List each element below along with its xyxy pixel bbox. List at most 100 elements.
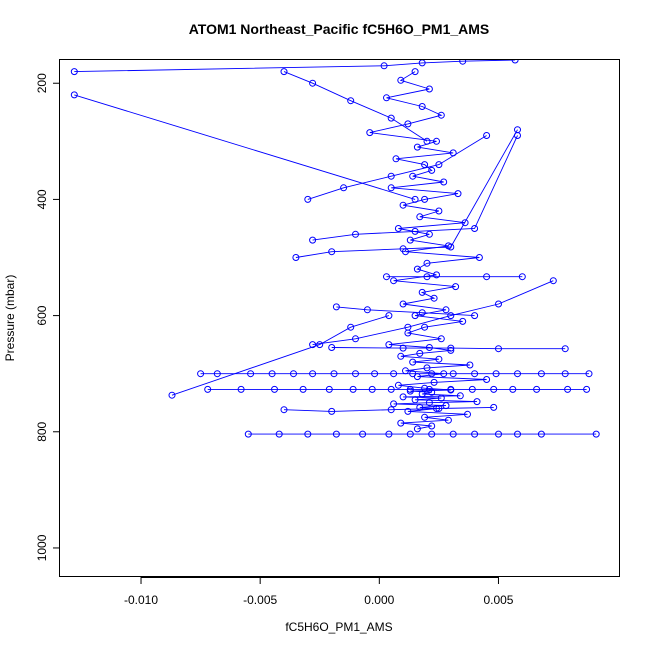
data-point — [416, 403, 424, 411]
data-point — [461, 219, 469, 227]
data-point — [366, 129, 374, 137]
data-point — [394, 381, 402, 389]
data-point — [328, 407, 336, 415]
data-point — [473, 398, 481, 406]
data-point — [340, 184, 348, 192]
data-point — [435, 405, 443, 412]
series-line-4 — [74, 60, 516, 73]
data-point — [328, 344, 336, 351]
data-point — [549, 277, 557, 285]
data-point — [383, 94, 390, 102]
data-point — [70, 68, 78, 76]
data-point — [459, 317, 467, 325]
data-point — [418, 309, 426, 317]
series-line-11 — [295, 129, 518, 258]
data-point — [418, 103, 426, 110]
data-point — [452, 283, 460, 291]
data-point — [435, 207, 443, 215]
data-point — [325, 385, 333, 393]
data-point — [368, 385, 376, 393]
data-point — [435, 161, 443, 169]
data-point — [425, 385, 433, 393]
data-point — [425, 399, 433, 407]
x-tick-label: -0.010 — [124, 593, 158, 607]
data-point — [456, 392, 464, 400]
data-point — [387, 385, 395, 393]
data-point — [421, 413, 429, 421]
data-point — [564, 385, 572, 393]
series-line-0 — [369, 71, 487, 430]
data-point — [423, 273, 431, 281]
data-point — [449, 370, 457, 378]
data-point — [309, 79, 317, 87]
data-point — [413, 425, 421, 433]
series-line-7 — [283, 406, 494, 412]
series-line-14 — [283, 71, 428, 142]
data-point — [483, 273, 491, 281]
data-point — [442, 306, 450, 314]
data-point — [454, 190, 462, 198]
data-point — [483, 376, 491, 383]
data-point — [70, 91, 78, 99]
data-point — [425, 230, 433, 238]
data-point — [244, 430, 252, 438]
data-point — [330, 370, 338, 378]
data-point — [406, 236, 414, 244]
data-point — [471, 430, 479, 438]
data-point — [514, 370, 521, 378]
data-point — [537, 370, 545, 378]
data-point — [421, 161, 429, 169]
data-point — [444, 416, 452, 424]
data-point — [561, 345, 569, 353]
data-point — [447, 346, 455, 354]
x-tick-label: 0.000 — [364, 593, 394, 607]
data-point — [397, 76, 405, 84]
data-point — [292, 254, 300, 261]
data-point — [433, 271, 440, 279]
data-point — [428, 166, 436, 174]
data-point — [514, 430, 521, 438]
data-point — [347, 323, 355, 331]
data-point — [385, 430, 393, 438]
series-line-5 — [74, 94, 416, 200]
data-point — [421, 384, 429, 392]
data-point — [585, 370, 593, 378]
data-point — [392, 155, 400, 163]
data-point — [418, 60, 426, 67]
data-point — [416, 213, 424, 221]
y-axis-label: Pressure (mbar) — [3, 275, 17, 362]
data-point — [490, 403, 498, 411]
data-point — [518, 273, 526, 281]
data-point — [435, 355, 443, 363]
data-point — [464, 410, 471, 418]
data-point — [390, 277, 398, 285]
data-point — [280, 68, 288, 76]
data-point — [404, 120, 412, 128]
data-point — [416, 349, 424, 357]
data-point — [421, 195, 429, 203]
data-point — [468, 385, 476, 393]
series-line-8 — [312, 280, 554, 346]
chart-title: ATOM1 Northeast_Pacific fC5H6O_PM1_AMS — [189, 21, 490, 37]
data-point — [411, 68, 419, 76]
data-point — [437, 394, 445, 402]
data-point — [280, 406, 288, 414]
data-point — [561, 370, 569, 378]
data-point — [404, 407, 412, 415]
data-point — [428, 370, 436, 378]
data-point — [583, 385, 591, 393]
x-axis: -0.010 -0.005 0.000 0.005 — [124, 577, 514, 607]
data-point — [404, 323, 412, 331]
data-point — [495, 430, 502, 438]
data-point — [471, 370, 479, 378]
data-point — [247, 370, 255, 378]
data-point — [409, 370, 417, 378]
data-point — [237, 385, 245, 393]
data-point — [309, 370, 317, 378]
data-point — [425, 344, 433, 351]
data-point — [349, 385, 357, 393]
data-point — [421, 323, 429, 331]
data-point — [399, 344, 407, 352]
data-point — [418, 390, 426, 398]
